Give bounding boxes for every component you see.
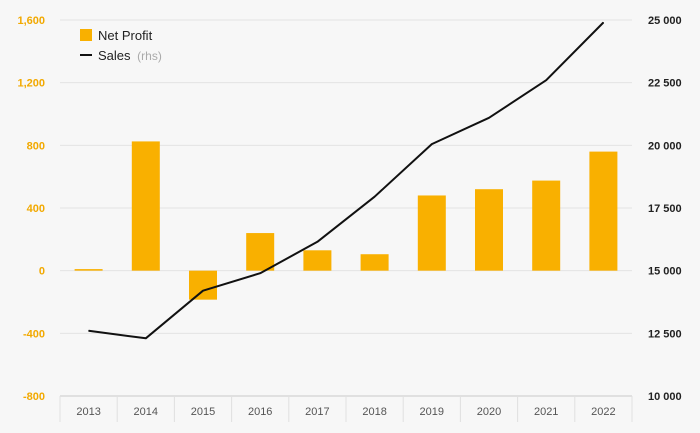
legend-sales-name: Sales: [98, 48, 131, 63]
sales-line: [88, 21, 605, 340]
sales-point: [202, 290, 204, 292]
sales-point: [602, 22, 604, 24]
sales-point: [488, 117, 490, 119]
sales-point: [259, 272, 261, 274]
bar-net-profit: [131, 141, 160, 271]
x-tick-label: 2013: [76, 406, 100, 418]
right-tick-label: 10 000: [648, 391, 682, 403]
right-tick-label: 12 500: [648, 328, 682, 340]
sales-point: [88, 330, 90, 332]
x-tick-label: 2019: [420, 406, 444, 418]
x-tick-label: 2018: [362, 406, 386, 418]
right-tick-label: 15 000: [648, 266, 682, 278]
sales-point: [145, 337, 147, 339]
legend: Net Profit Sales (rhs): [80, 28, 162, 63]
x-tick-label: 2014: [134, 406, 158, 418]
left-axis-ticks: 1,600 1,200 800 400 0 -400 -800: [17, 15, 45, 403]
bar-net-profit: [303, 250, 332, 271]
bar-net-profit: [589, 151, 618, 271]
right-axis-ticks: 25 000 22 500 20 000 17 500 15 000 12 500 10 0…: [648, 15, 682, 403]
left-tick-label: 800: [27, 140, 45, 152]
x-tick-label: 2020: [477, 406, 501, 418]
bar-net-profit: [532, 180, 561, 271]
net-profit-bars: [74, 141, 618, 300]
x-tick-label: 2016: [248, 406, 272, 418]
left-tick-label: -800: [23, 391, 45, 403]
left-tick-label: -400: [23, 328, 45, 340]
bar-net-profit: [74, 269, 103, 271]
sales-point: [545, 79, 547, 81]
left-tick-label: 1,200: [17, 78, 45, 90]
legend-bar-swatch: [80, 29, 92, 41]
left-tick-label: 1,600: [17, 15, 45, 27]
bar-net-profit: [189, 270, 217, 300]
right-tick-label: 20 000: [648, 140, 682, 152]
sales-point: [431, 143, 433, 145]
bar-net-profit: [475, 189, 503, 271]
bar-net-profit: [417, 195, 446, 271]
left-tick-label: 0: [39, 266, 45, 278]
x-tick-label: 2022: [591, 406, 615, 418]
sales-point: [374, 196, 376, 198]
sales-point: [316, 241, 318, 243]
bar-net-profit: [246, 233, 275, 271]
legend-label-net-profit: Net Profit: [98, 28, 153, 43]
right-tick-label: 17 500: [648, 203, 682, 215]
x-tick-label: 2021: [534, 406, 558, 418]
x-axis: 2013 2014 2015 2016 2017 2018 2019 2020 2021 2022: [59, 395, 633, 422]
x-tick-label: 2015: [191, 406, 215, 418]
bar-net-profit: [360, 254, 389, 271]
left-tick-label: 400: [27, 203, 45, 215]
sales-line-path: [88, 21, 605, 340]
x-tick-label: 2017: [305, 406, 329, 418]
legend-label-sales: Sales (rhs): [98, 48, 162, 63]
right-tick-label: 25 000: [648, 15, 682, 27]
right-tick-label: 22 500: [648, 78, 682, 90]
legend-sales-suffix: (rhs): [137, 49, 162, 63]
